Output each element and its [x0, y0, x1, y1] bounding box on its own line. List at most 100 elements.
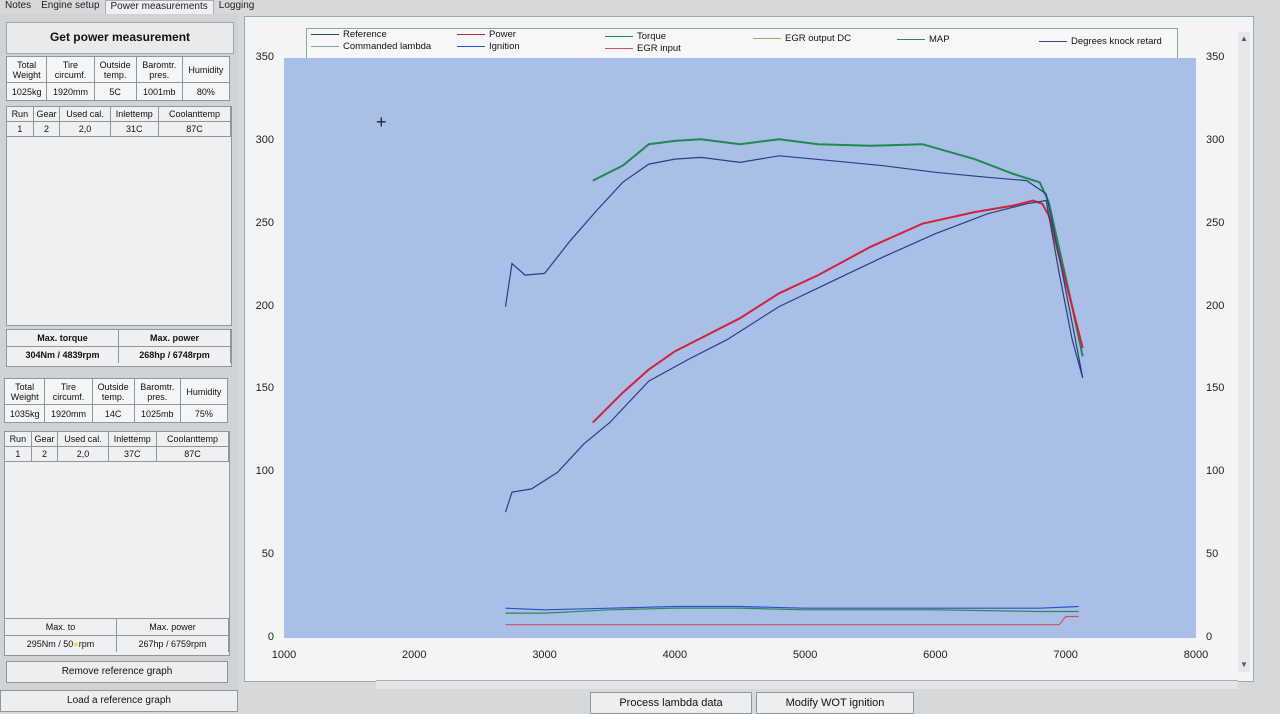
horizontal-scrollbar[interactable]	[376, 680, 1238, 689]
legend-swatch	[605, 48, 633, 49]
modify-wot-ignition-button[interactable]: Modify WOT ignition	[756, 692, 914, 714]
run-inlettemp: 31C	[110, 122, 159, 137]
legend-swatch	[457, 46, 485, 47]
dyno-chart	[504, 138, 1084, 626]
y-tick-right: 100	[1206, 465, 1225, 478]
legend-item-commanded-lambda: Commanded lambda	[311, 41, 431, 52]
run-gear: 2	[33, 122, 61, 137]
tab-power-measurements[interactable]: Power measurements	[104, 0, 214, 14]
run-gear: 2	[31, 447, 59, 462]
value-tire: 1920mm	[44, 404, 93, 423]
run-number: 1	[7, 122, 34, 137]
load-reference-graph-button[interactable]: Load a reference graph	[0, 690, 238, 712]
y-tick-right: 250	[1206, 216, 1225, 229]
tab-engine-setup[interactable]: Engine setup	[41, 0, 100, 11]
scroll-up-icon[interactable]: ▲	[1240, 34, 1248, 43]
legend-swatch	[311, 46, 339, 47]
col-run: Run	[7, 107, 34, 122]
value-barometer: 1025mb	[133, 404, 181, 423]
col-coolanttemp: Coolanttemp	[158, 107, 232, 122]
legend-item-map: MAP	[897, 34, 950, 45]
col-inlettemp: Inlettemp	[110, 107, 159, 122]
process-lambda-data-button[interactable]: Process lambda data	[590, 692, 752, 714]
series-line-power	[592, 199, 1084, 424]
table-row[interactable]: 1 2 2,0 37C 87C	[5, 447, 230, 462]
legend-swatch	[753, 38, 781, 39]
series-line-egr-input	[505, 615, 1079, 626]
col-coolanttemp: Coolanttemp	[156, 432, 230, 447]
legend-swatch	[1039, 41, 1067, 42]
y-tick-left: 150	[255, 382, 274, 395]
run-used-cal: 2,0	[60, 122, 111, 137]
col-gear: Gear	[31, 432, 59, 447]
series-line-torque	[592, 138, 1084, 357]
y-tick-right: 300	[1206, 133, 1225, 146]
legend-item-ignition: Ignition	[457, 41, 520, 52]
value-weight: 1025kg	[5, 82, 48, 101]
run-used-cal: 2,0	[58, 447, 109, 462]
y-tick-right: 0	[1206, 631, 1213, 643]
legend-item-egr-output-dc: EGR output DC	[753, 33, 851, 44]
legend-swatch	[605, 36, 633, 37]
value-outside-temp: 14C	[91, 404, 135, 423]
run-number: 1	[5, 447, 32, 462]
legend-item-degrees-knock-retard: Degrees knock retard	[1039, 36, 1162, 47]
tab-notes[interactable]: Notes	[5, 0, 32, 11]
value-barometer: 1001mb	[135, 82, 183, 101]
run-header-row: Run Gear Used cal. Inlettemp Coolanttemp	[5, 432, 230, 447]
legend-swatch	[311, 34, 339, 35]
get-power-measurement-title: Get power measurement	[6, 22, 234, 54]
series-line-ignition	[505, 605, 1079, 611]
x-tick: 2000	[402, 649, 427, 661]
y-tick-right: 200	[1206, 299, 1225, 312]
tab-bar: Notes Engine setup Power measurements Lo…	[0, 0, 260, 14]
header-total-weight: Total Weight	[5, 56, 48, 83]
series-line-map	[505, 607, 1079, 614]
col-used-cal: Used cal.	[60, 107, 111, 122]
y-tick-left: 100	[255, 465, 274, 478]
tab-logging[interactable]: Logging	[218, 0, 255, 11]
measurement2-info-table: Total Weight Tire circumf. Outside temp. Ba…	[3, 378, 229, 423]
table-row[interactable]: 1 2 2,0 31C 87C	[7, 122, 232, 137]
col-inlettemp: Inlettemp	[108, 432, 157, 447]
measurement1-info-table: Total Weight Tire circumf. Outside temp. Ba…	[5, 56, 231, 101]
max-torque-label: Max. torque	[7, 330, 119, 346]
y-tick-left: 250	[255, 216, 274, 229]
x-tick: 8000	[1183, 649, 1209, 661]
max-torque-value: 295Nm / 50●rpm	[5, 635, 117, 652]
legend-swatch	[457, 34, 485, 35]
measurement2-max-values: Max. to Max. power 295Nm / 50●rpm 267hp / …	[4, 618, 230, 656]
x-tick: 6000	[923, 649, 948, 661]
run-header-row: Run Gear Used cal. Inlettemp Coolanttemp	[7, 107, 232, 122]
measurement1-run-list[interactable]: Run Gear Used cal. Inlettemp Coolanttemp…	[6, 106, 232, 326]
y-tick-left: 200	[255, 299, 274, 312]
plot-area[interactable]: +	[284, 58, 1196, 638]
max-torque-label: Max. to	[5, 619, 117, 635]
y-tick-left: 300	[255, 133, 274, 146]
value-outside-temp: 5C	[93, 82, 137, 101]
y-tick-left: 50	[261, 548, 274, 561]
y-tick-right: 350	[1206, 51, 1225, 63]
x-tick: 5000	[792, 649, 818, 661]
header-outside-temp: Outside temp.	[91, 378, 135, 405]
measurement2-run-list[interactable]: Run Gear Used cal. Inlettemp Coolanttemp…	[4, 431, 230, 619]
max-power-value: 268hp / 6748rpm	[119, 346, 231, 363]
x-tick: 1000	[271, 649, 297, 661]
remove-reference-graph-button[interactable]: Remove reference graph	[6, 661, 228, 683]
col-used-cal: Used cal.	[58, 432, 109, 447]
header-tire-circumf: Tire circumf.	[44, 378, 93, 405]
max-power-label: Max. power	[119, 330, 231, 346]
legend-swatch	[897, 39, 925, 40]
y-tick-right: 50	[1206, 548, 1219, 561]
scroll-down-icon[interactable]: ▼	[1240, 660, 1248, 669]
vertical-scrollbar[interactable]	[1238, 32, 1250, 672]
series-line-reference	[504, 155, 1084, 378]
max-power-value: 267hp / 6759rpm	[117, 635, 229, 652]
header-humidity: Humidity	[181, 56, 231, 83]
legend-item-reference: Reference	[311, 29, 387, 40]
measurement1-max-values: Max. torque Max. power 304Nm / 4839rpm 268…	[6, 329, 232, 367]
header-tire-circumf: Tire circumf.	[46, 56, 95, 83]
x-tick: 3000	[532, 649, 557, 661]
crosshair-cursor-icon: +	[376, 112, 387, 132]
value-humidity: 75%	[179, 404, 229, 423]
